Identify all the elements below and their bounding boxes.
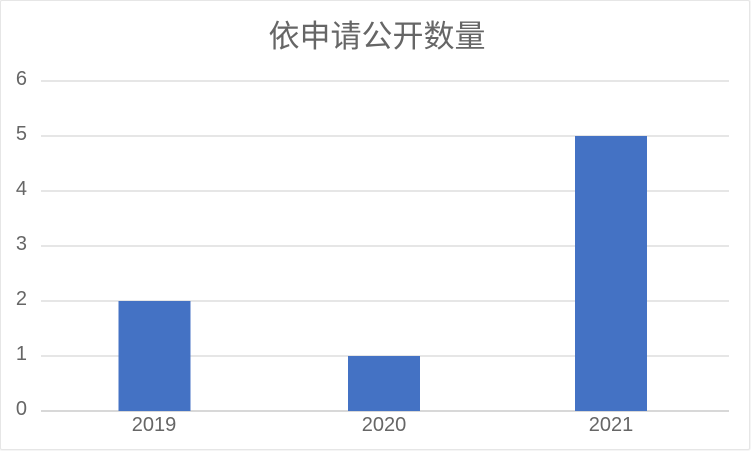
svg-text:3: 3 [16, 233, 27, 255]
svg-text:2021: 2021 [589, 414, 634, 436]
svg-text:0: 0 [16, 398, 27, 420]
svg-text:2: 2 [16, 288, 27, 310]
svg-text:4: 4 [16, 178, 27, 200]
svg-text:6: 6 [16, 68, 27, 90]
svg-text:1: 1 [16, 343, 27, 365]
svg-text:5: 5 [16, 123, 27, 145]
svg-text:2020: 2020 [362, 414, 407, 436]
svg-text:2019: 2019 [132, 414, 177, 436]
